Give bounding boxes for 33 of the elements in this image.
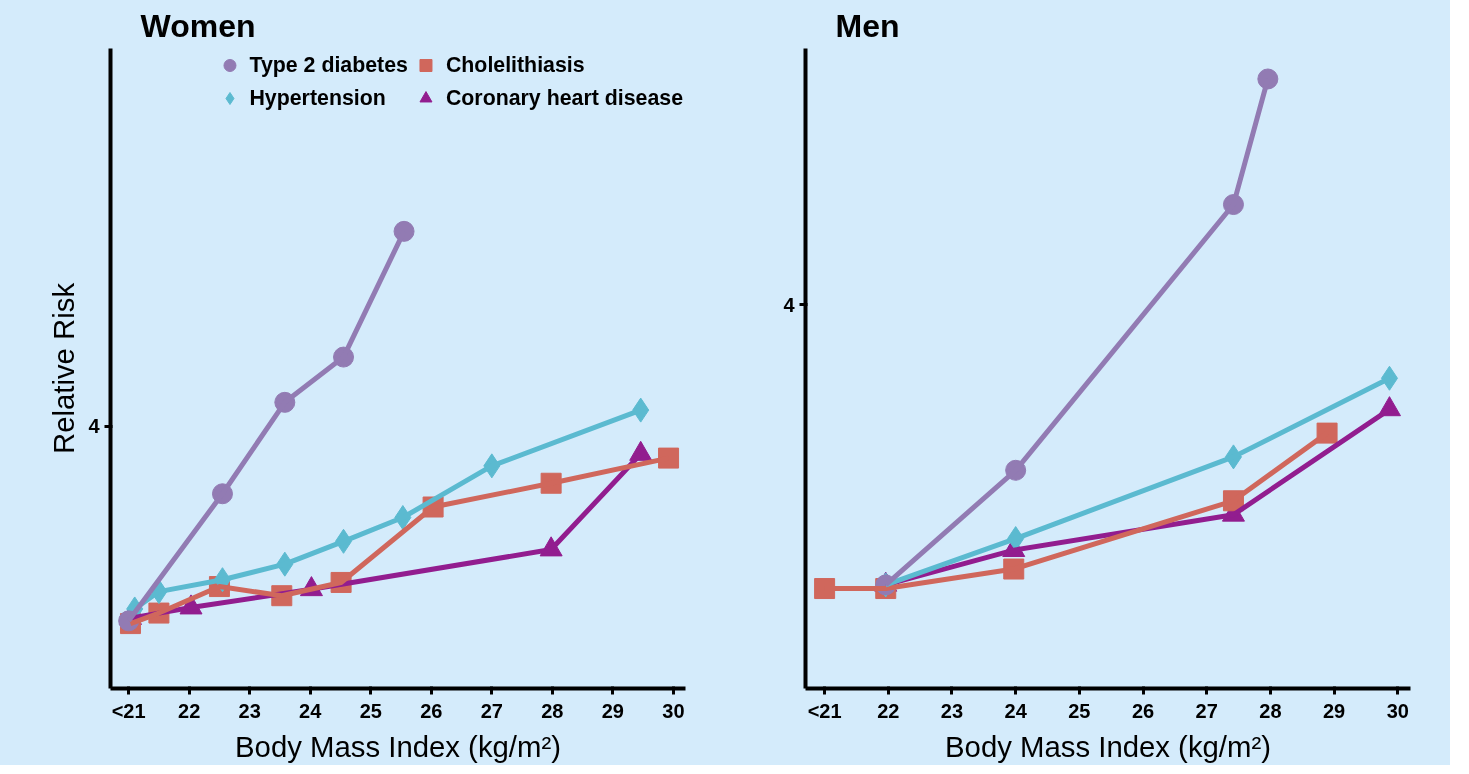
legend-label: Coronary heart disease xyxy=(445,85,683,111)
x-axis-title: Body Mass Index (kg/m²) xyxy=(235,729,561,763)
x-tick-label: 22 xyxy=(178,699,201,722)
x-tick-label: 27 xyxy=(1195,699,1218,722)
x-tick-label: 29 xyxy=(601,699,624,722)
x-tick-label: 24 xyxy=(299,699,323,722)
chart-title: Women xyxy=(140,7,256,44)
x-tick-label: 24 xyxy=(1004,699,1028,722)
x-tick-label: <21 xyxy=(807,699,842,722)
x-tick-label: 28 xyxy=(1259,699,1282,722)
x-tick-label: 30 xyxy=(1386,699,1409,722)
point xyxy=(1316,422,1338,444)
x-tick-label: 23 xyxy=(940,699,964,722)
x-axis-title: Body Mass Index (kg/m²) xyxy=(945,729,1271,763)
y-axis-title: Relative Risk xyxy=(47,282,81,455)
x-tick-label: 27 xyxy=(480,699,503,722)
x-tick-label: 29 xyxy=(1322,699,1346,722)
x-tick-label: 25 xyxy=(359,699,382,722)
x-tick-label: <21 xyxy=(111,699,146,722)
legend-label: Type 2 diabetes xyxy=(249,52,408,78)
x-tick-label: 26 xyxy=(420,699,443,722)
x-tick-label: 30 xyxy=(662,699,685,722)
x-tick-label: 28 xyxy=(541,699,564,722)
text: 4 xyxy=(783,293,796,316)
x-tick-label: 26 xyxy=(1131,699,1155,722)
x-tick-label: 22 xyxy=(877,699,900,722)
point xyxy=(658,447,680,469)
x-tick-label: 25 xyxy=(1068,699,1091,722)
legend-label: Cholelithiasis xyxy=(445,52,585,78)
chart-title: Men xyxy=(835,7,900,44)
legend-label: Hypertension xyxy=(249,85,386,111)
x-tick-label: 23 xyxy=(238,699,261,722)
text: 4 xyxy=(88,415,101,438)
